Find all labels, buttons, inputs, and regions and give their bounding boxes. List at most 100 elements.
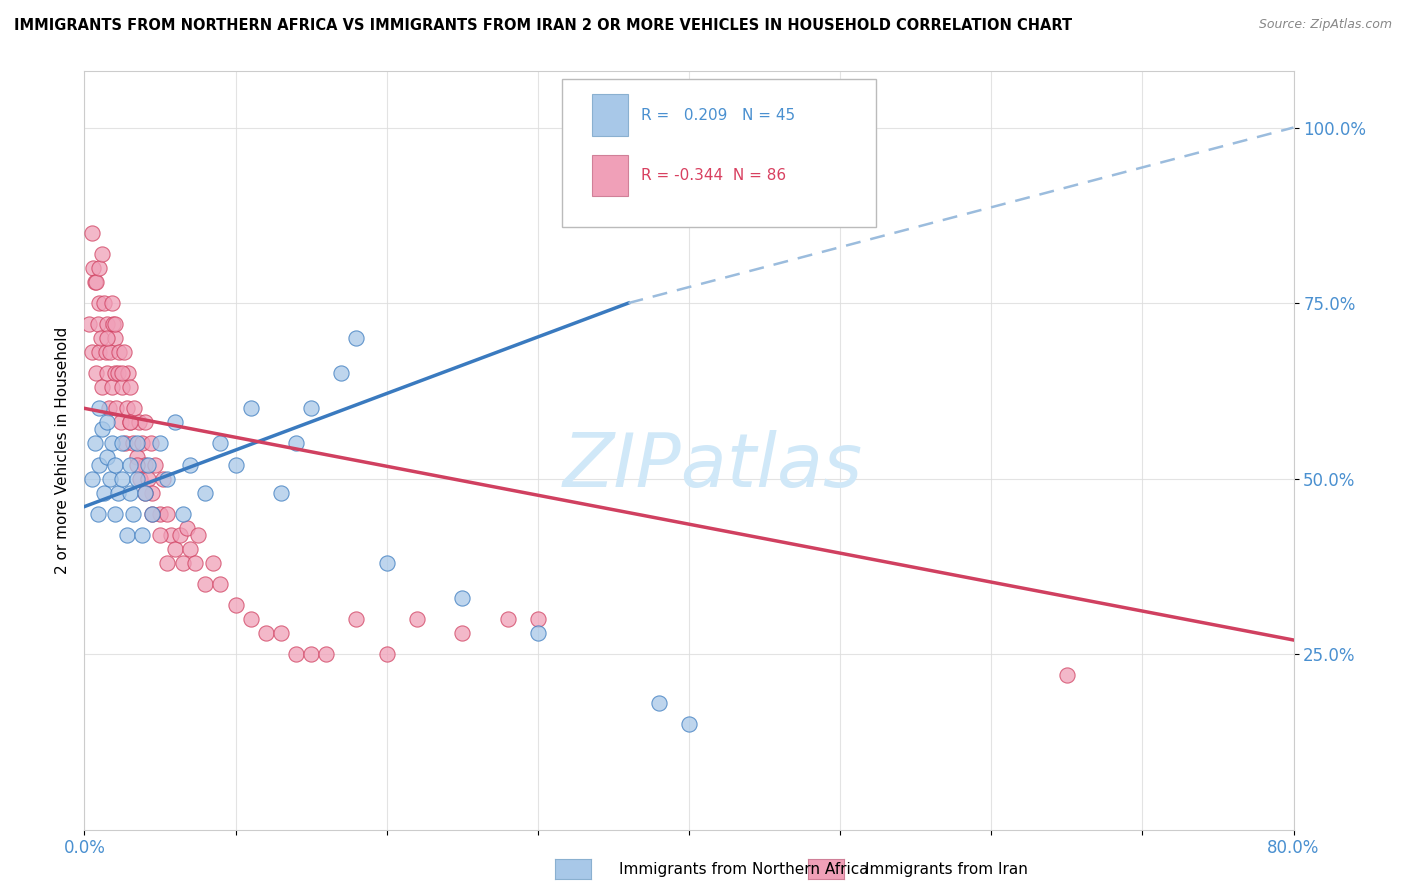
Text: R =   0.209   N = 45: R = 0.209 N = 45 — [641, 108, 794, 123]
Point — [107, 485, 129, 500]
Point — [149, 436, 172, 450]
Y-axis label: 2 or more Vehicles in Household: 2 or more Vehicles in Household — [55, 326, 70, 574]
Point — [156, 471, 179, 485]
Point — [375, 556, 398, 570]
Point — [90, 331, 112, 345]
Text: ZIPatlas: ZIPatlas — [562, 430, 863, 501]
Point — [89, 296, 111, 310]
Point — [115, 527, 138, 541]
Point — [89, 401, 111, 416]
Point — [141, 507, 163, 521]
Point — [104, 507, 127, 521]
Point — [346, 331, 368, 345]
Point — [183, 556, 205, 570]
Point — [131, 436, 153, 450]
Point — [93, 485, 115, 500]
Point — [149, 527, 172, 541]
Point — [239, 612, 262, 626]
Point — [111, 380, 134, 394]
Point — [131, 527, 153, 541]
Point — [84, 275, 107, 289]
Point — [299, 647, 322, 661]
Point — [127, 450, 149, 465]
Bar — [592, 95, 628, 136]
Point — [285, 647, 308, 661]
Point — [121, 507, 143, 521]
Point — [451, 626, 474, 640]
Point — [104, 317, 127, 331]
Point — [104, 458, 127, 472]
Point — [176, 521, 198, 535]
Point — [80, 471, 103, 485]
Point — [149, 507, 172, 521]
Text: Immigrants from Iran: Immigrants from Iran — [865, 863, 1028, 877]
Point — [194, 485, 217, 500]
Point — [165, 416, 187, 430]
Point — [346, 612, 368, 626]
Point — [194, 577, 217, 591]
Point — [648, 696, 671, 710]
Point — [141, 485, 163, 500]
Point — [136, 471, 159, 485]
Point — [100, 380, 122, 394]
Point — [187, 527, 209, 541]
Point — [98, 471, 121, 485]
Point — [86, 366, 108, 380]
Point — [91, 422, 114, 436]
Point — [96, 450, 118, 465]
Point — [169, 527, 191, 541]
Point — [108, 345, 131, 359]
Point — [104, 331, 127, 345]
FancyBboxPatch shape — [562, 79, 876, 227]
Point — [112, 345, 135, 359]
Point — [527, 626, 550, 640]
Point — [118, 416, 141, 430]
Point — [239, 401, 262, 416]
Point — [118, 380, 141, 394]
Point — [285, 436, 308, 450]
Point — [375, 647, 398, 661]
Point — [270, 626, 292, 640]
Point — [87, 507, 110, 521]
Point — [254, 626, 277, 640]
Point — [96, 366, 118, 380]
Point — [156, 507, 179, 521]
Point — [91, 247, 114, 261]
Point — [127, 436, 149, 450]
Point — [118, 458, 141, 472]
Text: Source: ZipAtlas.com: Source: ZipAtlas.com — [1258, 18, 1392, 31]
Point — [77, 317, 100, 331]
Point — [80, 345, 103, 359]
Point — [136, 458, 159, 472]
Point — [115, 401, 138, 416]
Point — [172, 507, 194, 521]
Point — [270, 485, 292, 500]
Point — [89, 458, 111, 472]
Point — [93, 296, 115, 310]
Point — [84, 436, 107, 450]
Point — [1056, 668, 1078, 682]
Point — [104, 366, 127, 380]
Point — [127, 471, 149, 485]
Point — [101, 317, 124, 331]
Point — [80, 226, 103, 240]
Point — [299, 401, 322, 416]
Point — [527, 612, 550, 626]
Point — [451, 591, 474, 605]
Point — [117, 366, 139, 380]
Point — [91, 380, 114, 394]
Point — [225, 598, 247, 612]
Point — [179, 458, 201, 472]
Point — [128, 416, 150, 430]
Text: IMMIGRANTS FROM NORTHERN AFRICA VS IMMIGRANTS FROM IRAN 2 OR MORE VEHICLES IN HO: IMMIGRANTS FROM NORTHERN AFRICA VS IMMIG… — [14, 18, 1073, 33]
Point — [100, 436, 122, 450]
Point — [315, 647, 337, 661]
Point — [98, 345, 121, 359]
Point — [107, 366, 129, 380]
Point — [129, 471, 152, 485]
Text: R = -0.344  N = 86: R = -0.344 N = 86 — [641, 169, 786, 184]
Point — [139, 436, 162, 450]
Point — [172, 556, 194, 570]
Point — [110, 416, 132, 430]
Point — [96, 416, 118, 430]
